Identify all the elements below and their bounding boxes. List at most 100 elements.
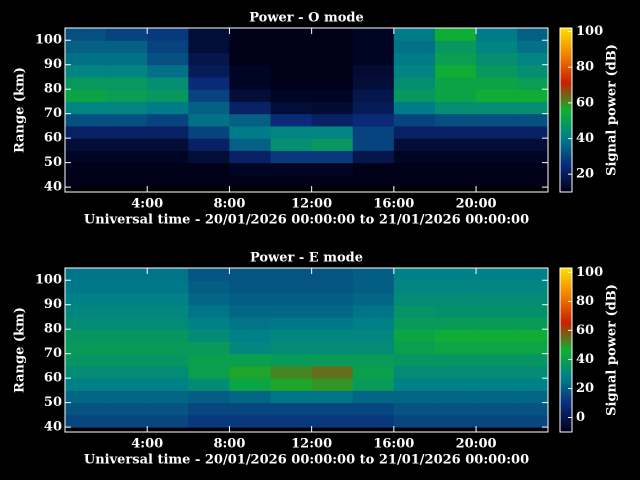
colorbar-tick-label: 60 [576, 323, 594, 338]
cell [434, 52, 477, 66]
cell [188, 316, 230, 330]
cell [229, 52, 272, 66]
cell [229, 101, 272, 115]
cell [476, 76, 518, 90]
colorbar-tick-label: 20 [576, 381, 594, 396]
cell [393, 28, 436, 41]
colorbar [559, 27, 573, 193]
cell [311, 353, 354, 367]
cell [270, 402, 313, 416]
colorbar-tick-label: 80 [576, 60, 594, 75]
cell [106, 304, 148, 318]
cell [106, 64, 148, 78]
cell [106, 113, 148, 127]
cell [517, 150, 548, 164]
cell [229, 402, 272, 416]
cell [147, 150, 189, 164]
cell [229, 89, 272, 102]
cell [106, 341, 148, 355]
cell [434, 113, 477, 127]
cell [106, 52, 148, 66]
cell [393, 414, 436, 428]
cell [311, 341, 354, 355]
cell [65, 329, 107, 342]
cell [188, 390, 230, 404]
cell [147, 174, 189, 188]
cell [517, 76, 548, 90]
cell [352, 113, 395, 127]
cell [65, 316, 107, 330]
cell [147, 138, 189, 151]
cell [476, 89, 518, 102]
cell [311, 414, 354, 428]
cell [352, 353, 395, 367]
cell [188, 101, 230, 115]
cell [352, 402, 395, 416]
cell [476, 113, 518, 127]
cell [476, 280, 518, 293]
cell [229, 353, 272, 367]
cell [352, 76, 395, 90]
cell [517, 316, 548, 330]
cell [65, 414, 107, 428]
cell [393, 76, 436, 90]
cell [147, 414, 189, 428]
cell [311, 316, 354, 330]
x-tick-label: 8:00 [213, 197, 245, 212]
cell [434, 365, 477, 379]
y-tick-label: 60 [44, 371, 62, 386]
cell [270, 414, 313, 428]
cell [393, 40, 436, 53]
cell [311, 64, 354, 78]
cell [393, 174, 436, 188]
cell [476, 316, 518, 330]
cell [393, 89, 436, 102]
cell [270, 390, 313, 404]
panel-title: Power - O mode [249, 11, 364, 26]
cell [434, 125, 477, 139]
cell [517, 292, 548, 306]
cell [517, 341, 548, 355]
cell [476, 353, 518, 367]
cell [311, 174, 354, 188]
cell [517, 353, 548, 367]
cell [393, 378, 436, 391]
cell [434, 304, 477, 318]
cell [517, 365, 548, 379]
cell [229, 378, 272, 391]
cell [229, 304, 272, 318]
cell [147, 40, 189, 53]
cell [517, 113, 548, 127]
cell [147, 390, 189, 404]
cell [517, 414, 548, 428]
cell [188, 138, 230, 151]
cell [434, 402, 477, 416]
x-tick-label: 20:00 [456, 197, 497, 212]
cell [393, 341, 436, 355]
cell [270, 268, 313, 281]
cell [229, 174, 272, 188]
colorbar-label: Signal power (dB) [605, 284, 620, 416]
y-tick-label: 90 [44, 297, 62, 312]
cell [311, 150, 354, 164]
cell [311, 365, 354, 379]
cell [270, 174, 313, 188]
cell [352, 365, 395, 379]
cell [434, 138, 477, 151]
cell [270, 162, 313, 176]
cell [311, 329, 354, 342]
cell [270, 138, 313, 151]
cell [270, 52, 313, 66]
cell [434, 101, 477, 115]
cell [65, 353, 107, 367]
cell [147, 162, 189, 176]
cell [65, 378, 107, 391]
cell [476, 390, 518, 404]
cell [188, 268, 230, 281]
cell [106, 150, 148, 164]
cell [188, 341, 230, 355]
cell [311, 76, 354, 90]
cell [65, 28, 107, 41]
cell [311, 40, 354, 53]
cell [147, 101, 189, 115]
